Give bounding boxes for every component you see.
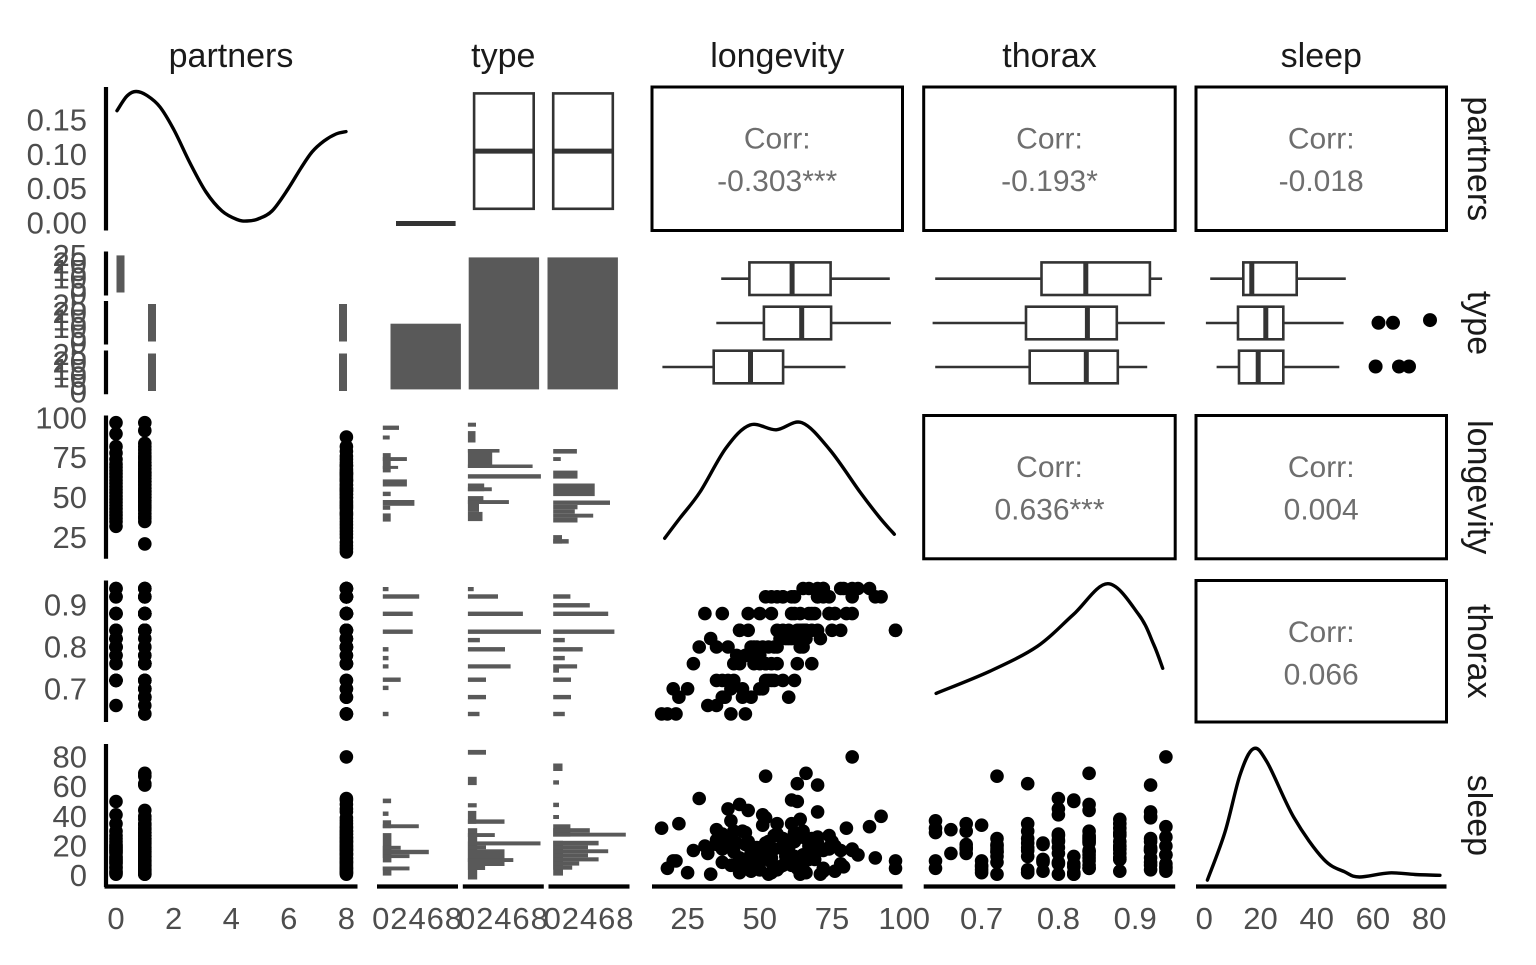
svg-text:75: 75 xyxy=(53,440,87,475)
svg-text:20: 20 xyxy=(53,345,87,380)
svg-text:longevity: longevity xyxy=(1460,420,1498,554)
svg-text:0.7: 0.7 xyxy=(44,671,87,706)
svg-text:4: 4 xyxy=(494,901,511,936)
svg-text:sleep: sleep xyxy=(1460,775,1498,856)
svg-text:20: 20 xyxy=(53,295,87,330)
svg-text:25: 25 xyxy=(53,337,87,372)
svg-text:-0.303***: -0.303*** xyxy=(717,165,837,198)
svg-text:-0.018: -0.018 xyxy=(1279,165,1364,198)
svg-text:8: 8 xyxy=(338,901,355,936)
svg-text:6: 6 xyxy=(598,901,615,936)
svg-text:0.004: 0.004 xyxy=(1284,494,1359,527)
svg-text:longevity: longevity xyxy=(710,37,844,75)
svg-text:2: 2 xyxy=(562,901,579,936)
svg-text:0: 0 xyxy=(544,901,561,936)
svg-text:10: 10 xyxy=(53,360,87,395)
svg-text:25: 25 xyxy=(53,520,87,555)
svg-text:15: 15 xyxy=(53,302,87,337)
svg-text:0: 0 xyxy=(70,276,87,311)
svg-text:6: 6 xyxy=(427,901,444,936)
svg-text:15: 15 xyxy=(53,253,87,288)
svg-text:Corr:: Corr: xyxy=(1016,123,1083,156)
svg-text:0: 0 xyxy=(1196,901,1213,936)
svg-text:60: 60 xyxy=(1356,901,1390,936)
svg-text:Corr:: Corr: xyxy=(744,123,811,156)
svg-text:0.636***: 0.636*** xyxy=(994,494,1104,527)
svg-text:6: 6 xyxy=(280,901,297,936)
svg-text:thorax: thorax xyxy=(1002,37,1097,75)
svg-text:10: 10 xyxy=(53,261,87,296)
svg-text:0.9: 0.9 xyxy=(1114,901,1157,936)
svg-text:25: 25 xyxy=(670,901,704,936)
svg-text:100: 100 xyxy=(35,400,87,435)
svg-text:40: 40 xyxy=(53,799,87,834)
svg-text:partners: partners xyxy=(1460,96,1498,221)
svg-text:-0.193*: -0.193* xyxy=(1001,165,1098,198)
svg-text:0.00: 0.00 xyxy=(27,206,87,241)
svg-text:20: 20 xyxy=(1243,901,1277,936)
svg-text:0.10: 0.10 xyxy=(27,137,87,172)
svg-text:100: 100 xyxy=(878,901,930,936)
svg-text:10: 10 xyxy=(53,310,87,345)
svg-text:0: 0 xyxy=(107,901,124,936)
svg-text:20: 20 xyxy=(53,829,87,864)
svg-text:thorax: thorax xyxy=(1460,604,1498,699)
svg-text:25: 25 xyxy=(53,288,87,323)
svg-text:sleep: sleep xyxy=(1281,37,1362,75)
svg-text:Corr:: Corr: xyxy=(1288,123,1355,156)
svg-text:4: 4 xyxy=(580,901,597,936)
svg-text:type: type xyxy=(471,37,535,75)
svg-text:5: 5 xyxy=(70,367,87,402)
svg-text:50: 50 xyxy=(743,901,777,936)
svg-text:4: 4 xyxy=(408,901,425,936)
svg-text:Corr:: Corr: xyxy=(1016,451,1083,484)
svg-text:0: 0 xyxy=(372,901,389,936)
svg-text:0: 0 xyxy=(458,901,475,936)
svg-text:25: 25 xyxy=(53,238,87,273)
svg-text:2: 2 xyxy=(476,901,493,936)
svg-text:8: 8 xyxy=(445,901,462,936)
svg-text:0.15: 0.15 xyxy=(27,103,87,138)
svg-text:0.8: 0.8 xyxy=(1037,901,1080,936)
svg-text:type: type xyxy=(1460,291,1498,355)
svg-text:Corr:: Corr: xyxy=(1288,451,1355,484)
svg-text:0: 0 xyxy=(70,858,87,893)
svg-text:6: 6 xyxy=(512,901,529,936)
svg-text:Corr:: Corr: xyxy=(1288,616,1355,649)
svg-text:2: 2 xyxy=(165,901,182,936)
svg-text:0.066: 0.066 xyxy=(1284,659,1359,692)
svg-text:20: 20 xyxy=(53,246,87,281)
svg-text:0.7: 0.7 xyxy=(960,901,1003,936)
svg-text:80: 80 xyxy=(53,739,87,774)
svg-text:0.9: 0.9 xyxy=(44,588,87,623)
svg-text:5: 5 xyxy=(70,317,87,352)
svg-text:partners: partners xyxy=(169,37,294,75)
svg-text:0: 0 xyxy=(70,325,87,360)
svg-text:4: 4 xyxy=(223,901,240,936)
svg-text:80: 80 xyxy=(1412,901,1446,936)
svg-text:8: 8 xyxy=(531,901,548,936)
svg-text:0.05: 0.05 xyxy=(27,171,87,206)
svg-text:5: 5 xyxy=(70,268,87,303)
svg-text:40: 40 xyxy=(1299,901,1333,936)
svg-text:60: 60 xyxy=(53,769,87,804)
svg-text:0: 0 xyxy=(70,375,87,410)
svg-text:0.8: 0.8 xyxy=(44,630,87,665)
svg-text:75: 75 xyxy=(815,901,849,936)
svg-text:8: 8 xyxy=(616,901,633,936)
svg-text:2: 2 xyxy=(390,901,407,936)
svg-text:15: 15 xyxy=(53,352,87,387)
svg-text:50: 50 xyxy=(53,480,87,515)
